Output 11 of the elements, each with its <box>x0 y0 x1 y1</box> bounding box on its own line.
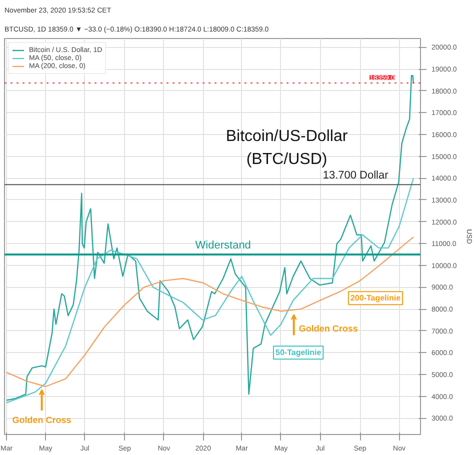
annotation: Bitcoin/US-Dollar <box>226 128 348 146</box>
annotation: 50-Tagelinie <box>276 348 322 358</box>
ref-line-label: Widerstand <box>195 240 251 252</box>
ref-line-label: 13.700 Dollar <box>322 170 389 182</box>
annotation: 200-Tagelinie <box>350 294 402 303</box>
annotation: (BTC/USD) <box>246 151 328 168</box>
annotation: Golden Cross <box>298 324 358 334</box>
line-series <box>6 236 414 388</box>
line-series <box>6 74 414 401</box>
line-series <box>6 178 414 404</box>
annotation: Golden Cross <box>12 414 72 425</box>
